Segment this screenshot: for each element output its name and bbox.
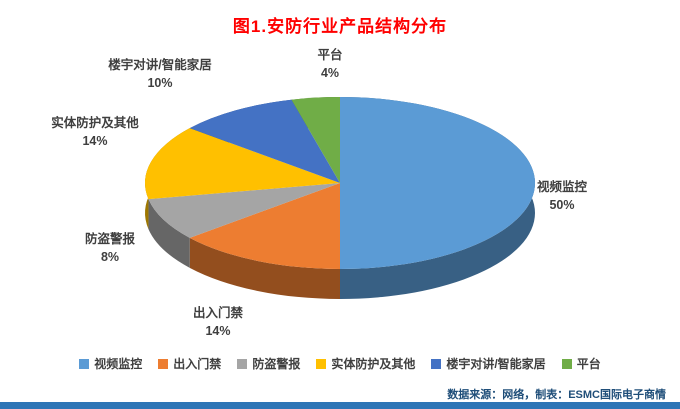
pie-slice <box>189 183 340 269</box>
pie-slice <box>291 97 340 183</box>
legend-swatch <box>431 358 442 369</box>
legend-label: 楼宇对讲/智能家居 <box>446 357 546 371</box>
source-note: 数据来源：网络，制表：ESMC国际电子商情 <box>447 389 666 401</box>
pie-slice <box>189 99 340 183</box>
pie-slice <box>340 97 535 269</box>
legend-swatch <box>316 358 327 369</box>
legend-item: 楼宇对讲/智能家居 <box>431 355 546 372</box>
legend-item: 视频监控 <box>79 355 142 372</box>
legend-item: 出入门禁 <box>158 355 221 372</box>
legend-item: 防盗警报 <box>237 355 300 372</box>
legend-item: 实体防护及其他 <box>316 355 415 372</box>
legend-swatch <box>79 358 90 369</box>
pie-slice-side <box>148 199 190 268</box>
legend-label: 实体防护及其他 <box>331 357 416 371</box>
legend-swatch <box>561 358 572 369</box>
bottom-blue-bar <box>0 402 680 409</box>
legend-label: 视频监控 <box>94 357 143 371</box>
pie-slice-side <box>189 237 340 299</box>
pie-slice <box>148 183 340 238</box>
chart-title: 图1.安防行业产品结构分布 <box>232 17 448 36</box>
chart-legend: 视频监控 出入门禁 防盗警报 实体防护及其他 楼宇对讲/智能家居 平台 <box>0 355 680 372</box>
legend-label: 平台 <box>576 357 601 371</box>
legend-swatch <box>237 358 248 369</box>
pie-slice <box>144 128 340 200</box>
legend-item: 平台 <box>561 355 601 372</box>
legend-swatch <box>158 358 169 369</box>
legend-label: 出入门禁 <box>173 357 222 371</box>
legend-label: 防盗警报 <box>252 357 301 371</box>
